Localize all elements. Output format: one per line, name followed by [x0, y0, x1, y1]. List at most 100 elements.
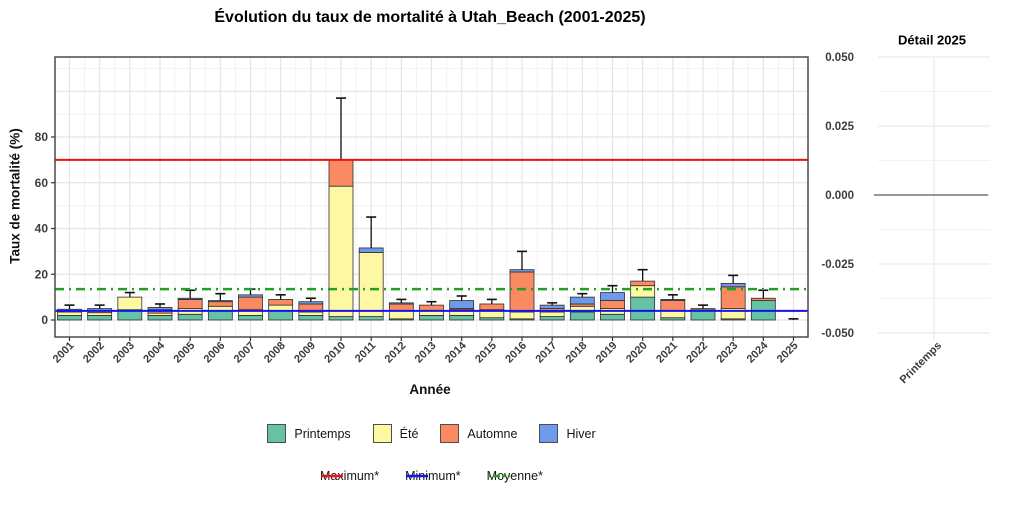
bar-segment-2007-Hiver	[238, 294, 263, 298]
bar-segment-2001-Printemps	[57, 315, 82, 321]
x-axis-title: Année	[409, 382, 451, 397]
legend-swatch-icon	[539, 424, 559, 443]
x-tick-label: 2008	[262, 340, 288, 366]
bar-segment-2017-Été	[539, 311, 565, 317]
x-tick-label: 2021	[654, 340, 680, 366]
bar-segment-2016-Hiver	[509, 269, 535, 273]
bar-segment-2013-Printemps	[419, 315, 444, 321]
x-tick-label: 2001	[51, 340, 77, 366]
detail-chart: 0.050 0.025 0.000 -0.025 -0.050 Printemps	[821, 52, 990, 387]
x-tick-label: 2011	[353, 340, 378, 365]
bar-segment-2012-Hiver	[388, 302, 414, 305]
bar-segment-2003-Été	[117, 296, 143, 311]
bar-segment-2005-Hiver	[177, 297, 203, 300]
detail-y-tick-label: 0.000	[825, 190, 854, 202]
legend-line-icon	[321, 474, 344, 478]
x-tick-label: 2002	[81, 340, 107, 366]
bar-segment-2010-Printemps	[328, 316, 354, 321]
bar-segment-2017-Printemps	[539, 316, 565, 321]
bar-segment-2001-Été	[57, 311, 82, 316]
bar-segment-2008-Printemps	[268, 310, 294, 321]
bar-segment-2016-Automne	[509, 271, 535, 313]
legend-item-Automne: Automne	[440, 424, 517, 443]
bar-segment-2004-Printemps	[147, 315, 173, 321]
y-tick-label: 20	[35, 267, 49, 281]
bar-segment-2017-Hiver	[539, 304, 565, 309]
x-tick-label: 2014	[443, 339, 469, 365]
legend-label: Moyenne*	[486, 469, 543, 483]
bar-segment-2008-Automne	[268, 299, 294, 306]
bar-segment-2006-Printemps	[207, 310, 233, 321]
bar-segment-2002-Printemps	[87, 315, 113, 321]
bar-segment-2006-Hiver	[207, 300, 233, 303]
x-tick-label: 2004	[141, 339, 167, 365]
x-tick-label: 2020	[624, 340, 650, 366]
y-tick-label: 0	[41, 313, 48, 327]
legend-line-icon	[406, 474, 429, 478]
x-tick-label: 2013	[413, 340, 439, 366]
chart-title: Évolution du taux de mortalité à Utah_Be…	[214, 9, 646, 26]
x-tick-label: 2019	[594, 340, 620, 366]
x-tick-label: 2005	[171, 340, 197, 366]
legend-swatch-icon	[440, 424, 460, 443]
x-tick-label: 2022	[684, 340, 710, 366]
bar-segment-2018-Hiver	[569, 296, 595, 305]
bar-segment-2020-Printemps	[630, 296, 656, 321]
legend-item-Minimum: Minimum*	[405, 469, 461, 483]
bar-segment-2022-Été	[690, 308, 716, 311]
bar-segment-2020-Automne	[630, 280, 656, 287]
legend-swatch-icon	[372, 424, 392, 443]
bar-segment-2024-Automne	[750, 297, 776, 301]
bar-segment-2009-Été	[298, 311, 324, 316]
bar-segment-2004-Hiver	[147, 307, 173, 311]
bar-segment-2020-Été	[630, 285, 656, 298]
bar-segment-2007-Printemps	[238, 315, 263, 321]
legend-line-icon	[487, 474, 510, 478]
bar-segment-2016-Été	[509, 311, 535, 320]
legend-label: Été	[399, 426, 419, 441]
detail-y-tick-label: 0.025	[825, 121, 854, 133]
bar-segment-2011-Printemps	[358, 316, 384, 321]
legend-label: Maximum*	[320, 469, 380, 483]
bar-segment-2014-Hiver	[449, 300, 475, 309]
bar-segment-2007-Automne	[238, 296, 263, 311]
x-tick-label: 2016	[503, 340, 529, 366]
bar-segment-2019-Automne	[600, 300, 625, 309]
bar-segment-2005-Printemps	[177, 313, 203, 321]
x-tick-label: 2007	[232, 340, 258, 366]
detail-chart-title: Détail 2025	[898, 32, 966, 48]
legend-item-Été: Été	[372, 424, 419, 443]
detail-y-tick-label: -0.025	[821, 259, 854, 271]
detail-y-tick-label: 0.050	[825, 52, 854, 64]
detail-x-tick-label: Printemps	[898, 340, 945, 387]
x-tick-label: 2006	[202, 340, 228, 366]
y-tick-label: 60	[35, 176, 49, 190]
bar-segment-2019-Hiver	[600, 292, 625, 301]
bar-segment-2005-Automne	[177, 299, 203, 309]
x-tick-label: 2012	[383, 340, 409, 366]
bar-segment-2021-Hiver	[660, 299, 686, 301]
bar-segment-2006-Automne	[207, 301, 233, 307]
bar-segment-2002-Été	[87, 312, 113, 316]
legend-label: Printemps	[294, 426, 351, 441]
x-tick-label: 2009	[292, 340, 318, 366]
bar-segment-2010-Automne	[328, 159, 354, 187]
legend-item-Hiver: Hiver	[539, 424, 596, 443]
detail-y-tick-label: -0.050	[821, 328, 854, 340]
legend-item-Maximum: Maximum*	[320, 469, 379, 483]
bar-segment-2011-Hiver	[358, 247, 384, 253]
legend-swatch-icon	[267, 424, 287, 443]
x-tick-label: 2010	[322, 340, 348, 366]
bar-segment-2019-Printemps	[600, 313, 625, 321]
legend-label: Automne	[467, 426, 518, 441]
bar-segment-2023-Hiver	[720, 282, 746, 288]
legend-label: Hiver	[566, 426, 596, 441]
legend-label: Minimum*	[405, 469, 461, 483]
x-tick-label: 2025	[775, 340, 801, 366]
bar-segment-2010-Été	[328, 185, 354, 317]
bar-segment-2009-Hiver	[298, 301, 324, 305]
x-tick-label: 2017	[533, 340, 559, 366]
x-tick-label: 2015	[473, 340, 499, 366]
y-tick-label: 80	[35, 130, 49, 144]
